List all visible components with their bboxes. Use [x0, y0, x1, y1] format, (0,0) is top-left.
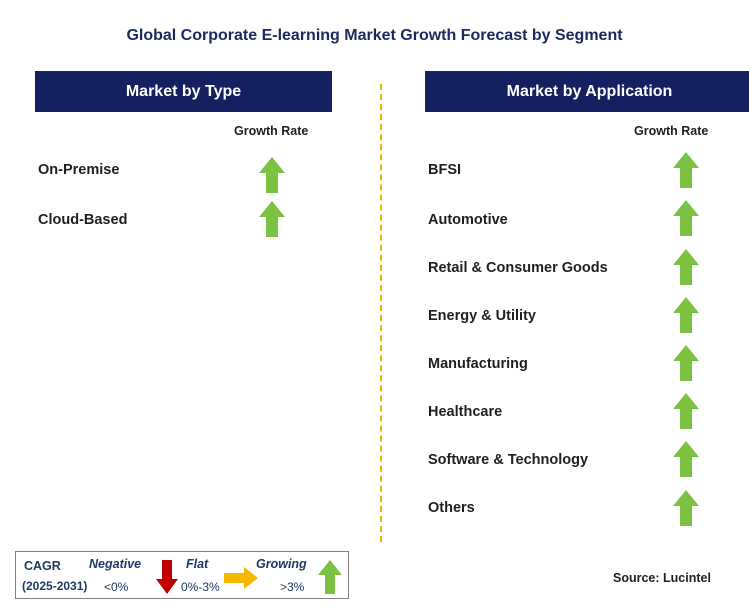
application-row-label: Manufacturing — [428, 356, 528, 372]
application-row-label: Automotive — [428, 212, 508, 228]
up-arrow-icon — [259, 201, 285, 237]
legend-growing-range: >3% — [280, 580, 305, 594]
application-growth-rate-header: Growth Rate — [634, 124, 709, 138]
up-arrow-icon — [673, 393, 699, 429]
source-note: Source: Lucintel — [613, 571, 711, 585]
application-row-label: BFSI — [428, 162, 462, 178]
application-row-label: Others — [428, 500, 475, 516]
up-arrow-icon — [259, 157, 285, 193]
up-arrow-icon — [318, 560, 342, 594]
right-arrow-icon — [224, 567, 258, 589]
legend-negative-label: Negative — [89, 557, 142, 571]
application-row-label: Retail & Consumer Goods — [428, 260, 608, 276]
up-arrow-icon — [673, 249, 699, 285]
down-arrow-icon — [156, 560, 178, 594]
legend-flat-label: Flat — [186, 557, 209, 571]
type-row-label: Cloud-Based — [38, 212, 128, 228]
up-arrow-icon — [673, 152, 699, 188]
legend-flat-range: 0%-3% — [181, 580, 220, 594]
application-row-label: Software & Technology — [428, 452, 589, 468]
type-panel-header: Market by Type — [35, 71, 332, 112]
up-arrow-icon — [673, 441, 699, 477]
legend-growing-label: Growing — [256, 557, 307, 571]
cagr-legend: CAGR (2025-2031) Negative <0% Flat 0%-3%… — [15, 551, 349, 599]
application-row-label: Energy & Utility — [428, 308, 536, 324]
up-arrow-icon — [673, 345, 699, 381]
legend-cagr-label: CAGR — [24, 559, 61, 573]
application-panel-header: Market by Application — [425, 71, 749, 112]
up-arrow-icon — [673, 490, 699, 526]
legend-negative-range: <0% — [104, 580, 129, 594]
diagram-title: Global Corporate E-learning Market Growt… — [126, 27, 623, 44]
panel-divider — [380, 84, 382, 542]
up-arrow-icon — [673, 297, 699, 333]
application-row-label: Healthcare — [428, 404, 503, 420]
type-row-label: On-Premise — [38, 162, 120, 178]
legend-period: (2025-2031) — [22, 579, 88, 593]
up-arrow-icon — [673, 200, 699, 236]
type-growth-rate-header: Growth Rate — [234, 124, 309, 138]
